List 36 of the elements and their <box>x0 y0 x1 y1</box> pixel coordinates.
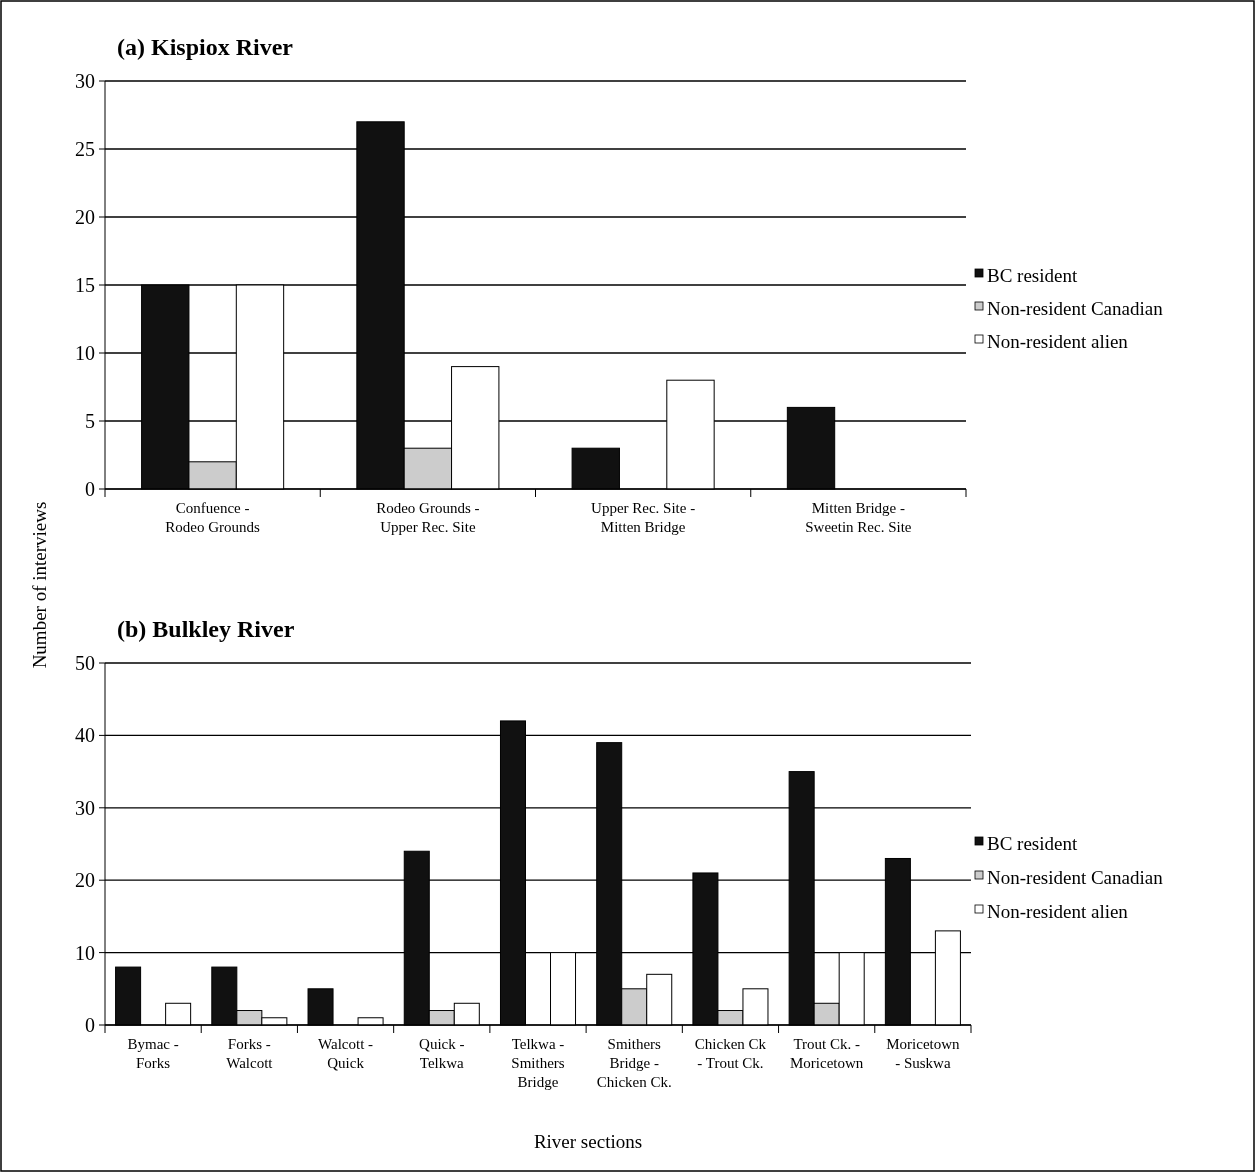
y-axis-title: Number of interviews <box>29 501 50 669</box>
legend-label: Non-resident Canadian <box>987 866 1164 888</box>
y-tick-label: 30 <box>75 70 95 92</box>
x-tick-label: Moricetown - Suskwa <box>886 1036 961 1071</box>
legend-label: Non-resident alien <box>987 330 1129 352</box>
y-tick-label: 15 <box>75 274 95 296</box>
y-tick-label: 30 <box>75 796 95 819</box>
legend-label: Non-resident Canadian <box>987 297 1164 319</box>
x-tick-label: Chicken Ck - Trout Ck. <box>694 1036 767 1071</box>
x-tick-label: Walcott - Quick <box>318 1036 374 1071</box>
x-tick-label: Telkwa - Smithers Bridge <box>511 1036 565 1090</box>
x-tick-label: Mitten Bridge - Sweetin Rec. Site <box>805 500 912 535</box>
y-tick-label: 10 <box>75 342 95 364</box>
y-tick-label: 20 <box>75 206 95 228</box>
x-tick-label: Forks - Walcott <box>226 1036 274 1071</box>
y-tick-label: 40 <box>75 724 95 747</box>
legend-label: Non-resident alien <box>987 900 1129 922</box>
x-tick-label: Trout Ck. - Moricetown <box>790 1036 864 1071</box>
y-tick-label: 25 <box>75 138 95 160</box>
x-axis-title: River sections <box>533 1131 643 1152</box>
y-tick-label: 10 <box>75 941 95 964</box>
y-tick-label: 20 <box>75 869 95 892</box>
x-tick-label: Rodeo Grounds - Upper Rec. Site <box>376 500 480 535</box>
chart-title: (a) Kispiox River <box>117 34 294 60</box>
legend-label: BC resident <box>987 832 1078 854</box>
x-tick-label: Smithers Bridge - Chicken Ck. <box>596 1036 672 1090</box>
x-tick-label: Quick - Telkwa <box>419 1036 465 1071</box>
y-tick-label: 0 <box>85 478 95 500</box>
x-tick-label: Bymac - Forks <box>127 1036 179 1071</box>
legend-label: BC resident <box>987 264 1078 286</box>
y-tick-label: 5 <box>85 410 95 432</box>
x-tick-label: Upper Rec. Site - Mitten Bridge <box>591 500 696 535</box>
y-tick-label: 50 <box>75 652 95 674</box>
chart-title: (b) Bulkley River <box>117 616 295 642</box>
y-tick-label: 0 <box>85 1014 95 1036</box>
x-tick-label: Confuence - Rodeo Grounds <box>165 500 261 535</box>
